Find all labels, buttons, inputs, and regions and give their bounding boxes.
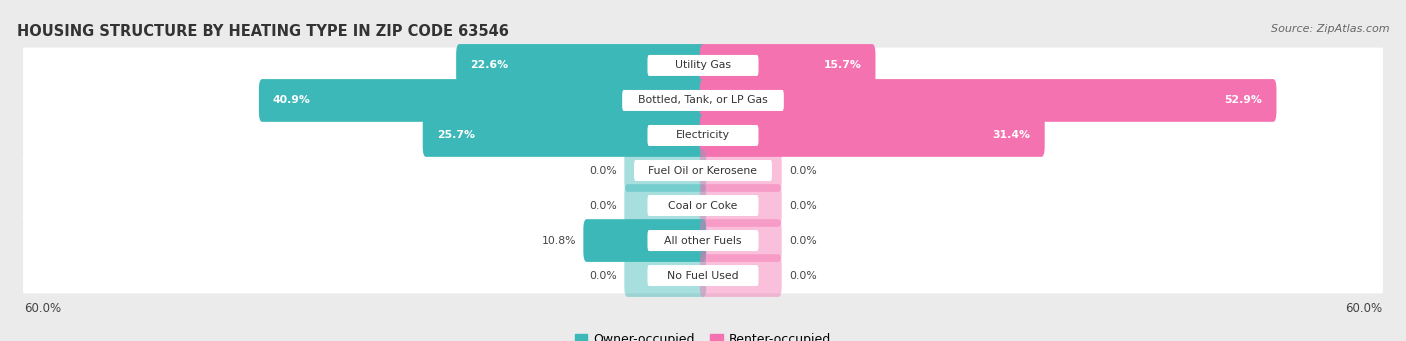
FancyBboxPatch shape: [583, 219, 706, 262]
Text: 52.9%: 52.9%: [1225, 95, 1263, 105]
Text: 22.6%: 22.6%: [470, 60, 509, 71]
FancyBboxPatch shape: [624, 149, 706, 192]
FancyBboxPatch shape: [22, 118, 1384, 153]
Text: 60.0%: 60.0%: [24, 302, 60, 315]
Legend: Owner-occupied, Renter-occupied: Owner-occupied, Renter-occupied: [569, 328, 837, 341]
Text: 31.4%: 31.4%: [993, 131, 1031, 140]
FancyBboxPatch shape: [22, 223, 1384, 258]
FancyBboxPatch shape: [456, 44, 706, 87]
Text: Utility Gas: Utility Gas: [675, 60, 731, 71]
FancyBboxPatch shape: [700, 254, 782, 297]
Text: 0.0%: 0.0%: [789, 236, 817, 246]
FancyBboxPatch shape: [22, 153, 1384, 188]
FancyBboxPatch shape: [648, 55, 758, 76]
Text: 15.7%: 15.7%: [824, 60, 862, 71]
FancyBboxPatch shape: [700, 184, 782, 227]
FancyBboxPatch shape: [700, 79, 1277, 122]
FancyBboxPatch shape: [22, 258, 1384, 293]
Text: HOUSING STRUCTURE BY HEATING TYPE IN ZIP CODE 63546: HOUSING STRUCTURE BY HEATING TYPE IN ZIP…: [17, 24, 509, 39]
Text: Fuel Oil or Kerosene: Fuel Oil or Kerosene: [648, 165, 758, 176]
Text: 0.0%: 0.0%: [589, 201, 617, 210]
Text: Coal or Coke: Coal or Coke: [668, 201, 738, 210]
FancyBboxPatch shape: [700, 44, 876, 87]
Text: 10.8%: 10.8%: [541, 236, 576, 246]
FancyBboxPatch shape: [648, 230, 758, 251]
Text: 25.7%: 25.7%: [437, 131, 475, 140]
Text: All other Fuels: All other Fuels: [664, 236, 742, 246]
FancyBboxPatch shape: [700, 114, 1045, 157]
Text: No Fuel Used: No Fuel Used: [668, 270, 738, 281]
FancyBboxPatch shape: [700, 219, 782, 262]
FancyBboxPatch shape: [648, 195, 758, 216]
FancyBboxPatch shape: [621, 90, 785, 111]
Text: Bottled, Tank, or LP Gas: Bottled, Tank, or LP Gas: [638, 95, 768, 105]
FancyBboxPatch shape: [423, 114, 706, 157]
Text: Electricity: Electricity: [676, 131, 730, 140]
Text: 0.0%: 0.0%: [589, 165, 617, 176]
FancyBboxPatch shape: [624, 184, 706, 227]
FancyBboxPatch shape: [22, 48, 1384, 83]
FancyBboxPatch shape: [624, 254, 706, 297]
FancyBboxPatch shape: [648, 265, 758, 286]
Text: Source: ZipAtlas.com: Source: ZipAtlas.com: [1271, 24, 1389, 34]
Text: 0.0%: 0.0%: [789, 201, 817, 210]
Text: 60.0%: 60.0%: [1346, 302, 1382, 315]
Text: 40.9%: 40.9%: [273, 95, 311, 105]
FancyBboxPatch shape: [648, 125, 758, 146]
FancyBboxPatch shape: [22, 188, 1384, 223]
Text: 0.0%: 0.0%: [789, 270, 817, 281]
FancyBboxPatch shape: [22, 83, 1384, 118]
Text: 0.0%: 0.0%: [789, 165, 817, 176]
Text: 0.0%: 0.0%: [589, 270, 617, 281]
FancyBboxPatch shape: [634, 160, 772, 181]
FancyBboxPatch shape: [259, 79, 706, 122]
FancyBboxPatch shape: [700, 149, 782, 192]
